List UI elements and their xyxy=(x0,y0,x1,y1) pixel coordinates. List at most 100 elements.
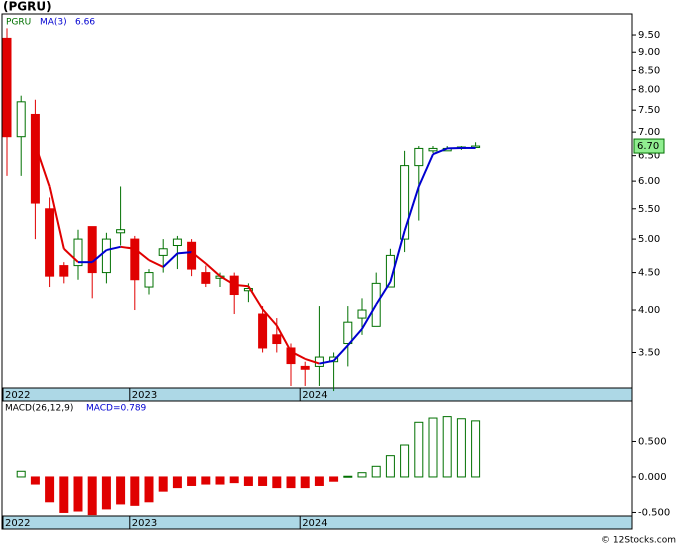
candle-body xyxy=(300,365,310,370)
x-tick-label: 2023 xyxy=(132,390,157,401)
candle-body xyxy=(400,165,410,240)
candle-body xyxy=(343,321,353,345)
candle-body xyxy=(2,37,12,138)
y-tick-label: 8.00 xyxy=(638,85,660,96)
y-tick-label: 5.00 xyxy=(638,234,660,245)
candle-body xyxy=(101,238,111,274)
x-tick-label: 2022 xyxy=(5,518,30,529)
ma-segment xyxy=(63,248,79,263)
y-tick-label: 5.50 xyxy=(638,204,660,215)
candle-body xyxy=(286,347,296,365)
chart-title: (PGRU) xyxy=(3,0,52,14)
ma-segment xyxy=(304,357,320,365)
macd-bar xyxy=(272,476,282,489)
date-strip xyxy=(1,515,633,530)
candle-body xyxy=(428,147,438,152)
macd-bar xyxy=(87,476,97,516)
candle-body xyxy=(116,229,126,234)
candle-body xyxy=(59,265,69,277)
y-tick-label: 0.000 xyxy=(638,472,667,483)
y-tick-label: 8.50 xyxy=(638,65,660,76)
candle-body xyxy=(201,272,211,284)
candle-body xyxy=(158,248,168,256)
candle-body xyxy=(258,313,268,349)
macd-bar xyxy=(116,476,126,505)
candle-body xyxy=(272,334,282,345)
macd-bar xyxy=(187,476,197,486)
ma-segment xyxy=(219,275,235,286)
ma-segment xyxy=(205,262,221,277)
candle-body xyxy=(243,288,253,292)
ma-segment xyxy=(361,304,378,330)
macd-bar xyxy=(59,476,69,513)
y-tick-label: 6.00 xyxy=(638,176,660,187)
macd-bar xyxy=(45,476,55,503)
macd-bar xyxy=(471,420,481,478)
macd-bar xyxy=(30,476,40,485)
x-tick-label: 2024 xyxy=(302,518,327,529)
candle-body xyxy=(45,208,55,277)
macd-bar xyxy=(286,476,296,489)
macd-bar xyxy=(201,476,211,485)
macd-bar xyxy=(343,475,353,478)
ma-segment xyxy=(389,230,406,283)
candle-body xyxy=(130,238,140,281)
price-tag-box xyxy=(633,138,665,154)
ma-segment xyxy=(290,350,306,360)
x-tick-label: 2023 xyxy=(132,518,157,529)
macd-bar xyxy=(428,417,438,478)
ma-segment xyxy=(162,252,179,268)
ma-segment xyxy=(319,359,334,365)
ma-segment xyxy=(134,247,150,261)
y-tick-label: 4.00 xyxy=(638,305,660,316)
ma-segment xyxy=(148,259,164,268)
ma-segment xyxy=(417,153,434,187)
macd-bar xyxy=(371,465,381,478)
macd-bar xyxy=(314,476,324,486)
ma-segment xyxy=(190,251,207,265)
y-tick-label: 0.500 xyxy=(638,436,667,447)
macd-bar xyxy=(229,476,239,484)
candle-body xyxy=(144,272,154,288)
candle-body xyxy=(73,238,83,267)
ma-segment xyxy=(234,283,249,288)
macd-bar xyxy=(442,416,452,478)
ma-segment xyxy=(432,147,448,156)
macd-bar xyxy=(101,476,111,510)
ma-segment xyxy=(91,249,108,263)
ma-segment xyxy=(275,325,292,353)
macd-bar xyxy=(456,418,466,478)
macd-bar xyxy=(258,476,268,486)
candle-body xyxy=(30,113,40,204)
ma-segment xyxy=(403,186,420,232)
y-tick-label: 3.50 xyxy=(638,347,660,358)
price-tag-label: 6.70 xyxy=(637,141,659,152)
macd-bar xyxy=(215,476,225,485)
macd-bar xyxy=(385,455,395,478)
macd-bar xyxy=(300,476,310,489)
macd-bar xyxy=(172,476,182,489)
macd-bar xyxy=(329,476,339,482)
legend-ma-value: 6.66 xyxy=(75,18,95,28)
macd-bar xyxy=(130,476,140,506)
macd-bar xyxy=(357,472,367,478)
ma-segment xyxy=(247,285,264,310)
x-tick-label: 2022 xyxy=(5,390,30,401)
macd-bar xyxy=(158,476,168,492)
ma-segment xyxy=(375,281,392,306)
y-tick-label: 4.50 xyxy=(638,268,660,279)
macd-title: MACD(26,12,9) xyxy=(5,404,73,414)
legend-ma: MA(3) xyxy=(40,18,67,28)
y-tick-label: 6.50 xyxy=(638,151,660,162)
candle-body xyxy=(16,101,26,138)
watermark: © 12Stocks.com xyxy=(601,536,676,546)
candle-body xyxy=(172,238,182,247)
ma-segment xyxy=(177,251,192,255)
ma-segment xyxy=(332,344,349,362)
y-tick-label: -0.500 xyxy=(638,507,670,518)
macd-bar xyxy=(414,421,424,478)
macd-bar xyxy=(243,476,253,486)
candle-body xyxy=(414,147,424,167)
